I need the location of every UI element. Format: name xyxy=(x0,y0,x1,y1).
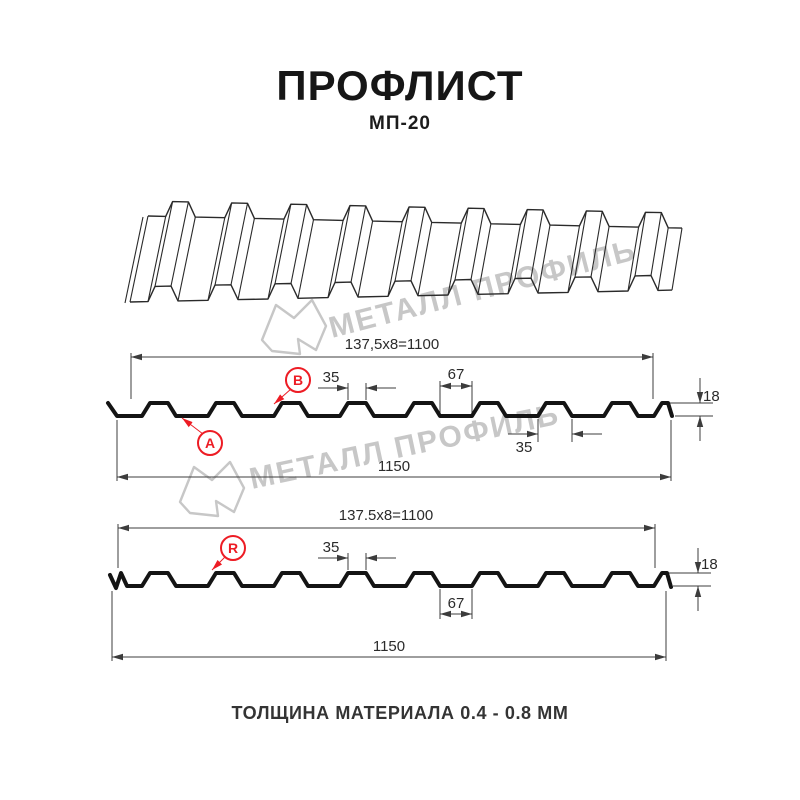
sheet-edge-line xyxy=(634,212,647,276)
dim-valley-width: 67 xyxy=(448,366,465,383)
sheet-edge-line xyxy=(574,210,587,278)
dim-valley-width: 67 xyxy=(448,595,465,612)
callout-circle-r xyxy=(220,535,246,561)
dim-profile-height: 18 xyxy=(703,388,720,405)
sheet-edge-line xyxy=(297,219,315,299)
dim-pitch: 137.5x8=1100 xyxy=(339,507,433,524)
material-thickness-note: ТОЛЩИНА МАТЕРИАЛА 0.4 - 0.8 ММ xyxy=(231,703,569,723)
sheet-edge-line xyxy=(350,205,367,283)
sheet-edge-line xyxy=(290,204,308,284)
product-model: МП-20 xyxy=(369,113,431,134)
sheet-edge-line xyxy=(230,203,249,285)
dim-rib-top-width: 35 xyxy=(323,369,340,386)
sheet-edge-line xyxy=(394,206,410,282)
sheet-edge-line xyxy=(129,274,673,303)
sheet-edge-line xyxy=(447,222,462,296)
sheet-edge-line xyxy=(334,205,351,283)
sheet-edge-line xyxy=(267,218,285,300)
sheet-edge-line xyxy=(590,211,603,277)
callout-leader xyxy=(211,556,226,571)
sheet-edge-line xyxy=(417,222,433,296)
sheet-edge-line xyxy=(650,212,662,276)
callout-label-a: A xyxy=(205,435,215,451)
sheet-edge-line xyxy=(147,200,683,229)
sheet-edge-line xyxy=(387,221,403,297)
sheet-edge-line xyxy=(170,201,189,287)
cross-section-top: 137,5x8=1100 35 67 18 35 xyxy=(106,336,720,481)
sheet-edge-line xyxy=(597,226,610,292)
dim-overall-width: 1150 xyxy=(378,458,410,475)
callout-leader xyxy=(273,388,292,405)
sheet-edge-line xyxy=(154,201,174,287)
sheet-edge-line xyxy=(470,208,485,280)
sheet-edge-line xyxy=(537,225,551,294)
sheet-edge-line xyxy=(177,216,196,302)
callout-label-r: R xyxy=(228,540,238,556)
sheet-edge-line xyxy=(274,204,292,284)
sheet-edge-line xyxy=(214,202,233,286)
brand-logo-icon xyxy=(178,460,246,518)
brand-watermark: МЕТАЛЛ ПРОФИЛЬ xyxy=(260,234,640,356)
sheet-edge-line xyxy=(129,215,149,303)
profile-outline xyxy=(108,571,673,590)
dim-rib-top-width: 35 xyxy=(323,539,340,556)
sheet-edge-line xyxy=(147,216,167,302)
sheet-edge-line xyxy=(507,224,521,294)
brand-watermark-text: МЕТАЛЛ ПРОФИЛЬ xyxy=(325,234,639,345)
sheet-edge-line xyxy=(567,225,581,293)
sheet-edge-line xyxy=(357,220,374,298)
callout-circle-a xyxy=(197,430,223,456)
callout-leader xyxy=(181,417,204,435)
sheet-edge-line xyxy=(671,228,683,291)
sheet-edge-line xyxy=(237,218,255,300)
sheet-edge-line xyxy=(627,227,640,292)
dim-pitch: 137,5x8=1100 xyxy=(345,336,439,353)
callout-circle-b xyxy=(285,367,311,393)
sheet-edge-line xyxy=(454,208,469,280)
dim-overall-width: 1150 xyxy=(373,638,405,655)
cross-section-bottom: 137.5x8=1100 35 18 67 1150 xyxy=(108,507,718,661)
callout-label-b: B xyxy=(293,372,303,388)
sheet-edge-line xyxy=(657,227,669,291)
sheet-edge-line xyxy=(514,209,528,279)
sheet-edge-line xyxy=(207,217,226,301)
sheet-edge-line xyxy=(477,223,492,295)
sheet-edge-line xyxy=(327,220,344,298)
dim-profile-height: 18 xyxy=(701,556,718,573)
sheet-3d-view xyxy=(124,200,683,304)
sheet-edge-line xyxy=(530,209,544,279)
dim-rib-bottom-width: 35 xyxy=(516,439,533,456)
sheet-edge-line xyxy=(410,207,426,281)
sheet-edge-line xyxy=(124,216,144,304)
brand-logo-icon xyxy=(260,298,328,356)
profile-outline xyxy=(106,401,674,418)
page-title: ПРОФЛИСТ xyxy=(276,62,524,109)
